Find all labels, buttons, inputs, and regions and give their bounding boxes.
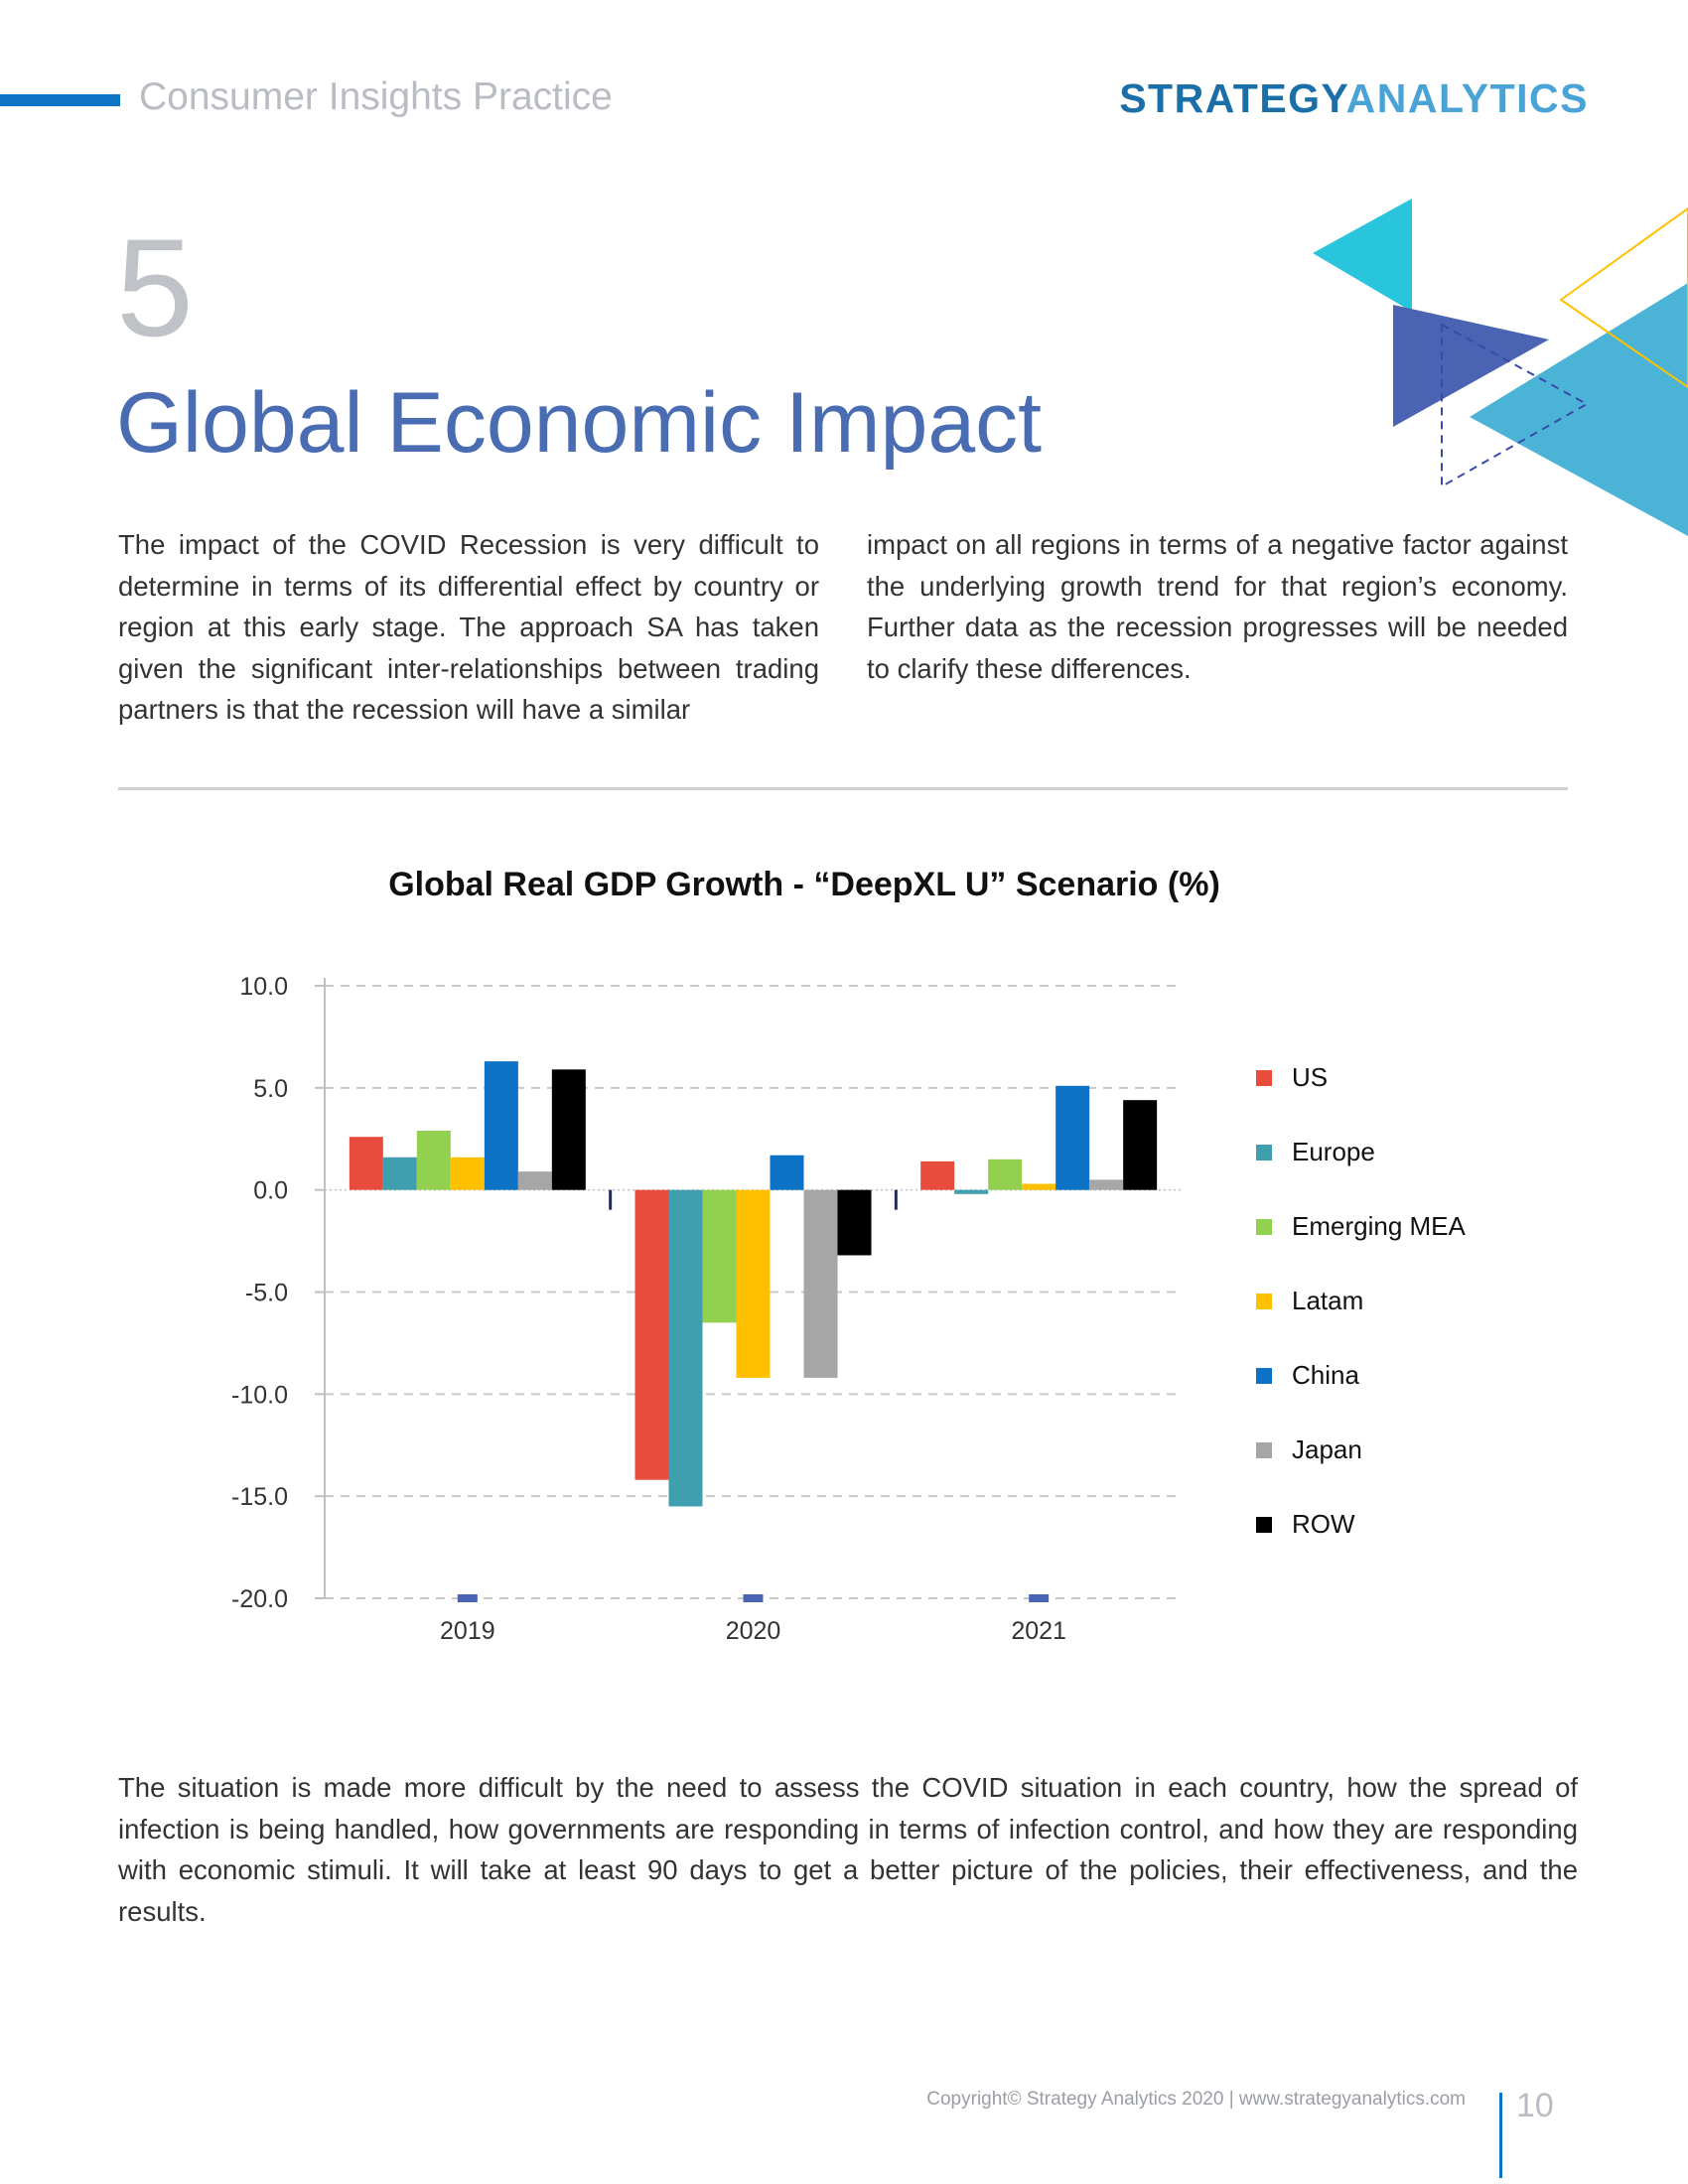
section-divider (118, 787, 1568, 790)
practice-label: Consumer Insights Practice (139, 75, 613, 118)
y-tick-label: -5.0 (245, 1280, 288, 1307)
bar-emerging-mea-2021 (988, 1159, 1023, 1190)
x-tick-label: 2019 (440, 1617, 495, 1645)
chart-title: Global Real GDP Growth - “DeepXL U” Scen… (388, 866, 1220, 903)
x-tick-label: 2020 (726, 1617, 781, 1645)
bar-emerging-mea-2020 (702, 1189, 737, 1323)
category-marker (743, 1594, 764, 1602)
gdp-bar-chart: 10.0 5.0 0.0 -5.0 -10.0 -15.0 -20.0 2019 2020 202… (231, 973, 1182, 1645)
company-logo: STRATEGYANALYTICS (1119, 75, 1589, 122)
legend-label: Europe (1292, 1137, 1375, 1166)
legend-label: Japan (1292, 1434, 1362, 1464)
legend-swatch (1256, 1293, 1272, 1309)
y-tick-label: -10.0 (231, 1381, 288, 1409)
bar-row-2019 (551, 1069, 586, 1190)
page-number: 10 (1516, 2087, 1554, 2124)
legend-label: Latam (1292, 1286, 1364, 1315)
closing-paragraph: The situation is made more difficult by … (118, 1772, 1578, 1927)
bar-japan-2019 (517, 1171, 552, 1190)
bar-japan-2020 (803, 1189, 838, 1378)
legend-label: China (1292, 1360, 1359, 1390)
y-tick-label: 10.0 (239, 973, 288, 1001)
logo-analytics: ANALYTICS (1345, 75, 1589, 121)
chart-legend: US Europe Emerging MEA Latam China Japan ROW (1256, 1040, 1466, 1562)
x-tick-label: 2021 (1011, 1617, 1066, 1645)
y-tick-label: -15.0 (231, 1483, 288, 1511)
bar-europe-2020 (668, 1189, 703, 1507)
y-tick-label: -20.0 (231, 1585, 288, 1613)
section-title: Global Economic Impact (116, 375, 1043, 471)
legend-item: Latam (1256, 1264, 1466, 1338)
category-marker (1029, 1594, 1050, 1602)
bar-us-2020 (634, 1189, 669, 1480)
bar-china-2021 (1055, 1085, 1090, 1190)
footer-accent-bar (1499, 2093, 1502, 2178)
header-accent-bar (0, 94, 120, 106)
y-tick-label: 5.0 (253, 1075, 288, 1103)
legend-item: Emerging MEA (1256, 1189, 1466, 1264)
bar-japan-2021 (1089, 1179, 1124, 1190)
decorative-triangles (1313, 199, 1688, 536)
legend-item: Europe (1256, 1115, 1466, 1189)
bar-europe-2019 (382, 1157, 417, 1190)
legend-label: US (1292, 1062, 1329, 1092)
bar-china-2020 (770, 1155, 804, 1190)
legend-swatch (1256, 1516, 1272, 1533)
bar-latam-2021 (1022, 1183, 1056, 1190)
intro-paragraph-right: impact on all regions in terms of a nega… (867, 529, 1568, 684)
copyright-text: Copyright© Strategy Analytics 2020 | www… (926, 2089, 1466, 2110)
legend-item: US (1256, 1040, 1466, 1115)
y-tick-label: 0.0 (253, 1177, 288, 1205)
section-number: 5 (116, 209, 194, 365)
bar-china-2019 (484, 1061, 518, 1190)
legend-item: ROW (1256, 1487, 1466, 1562)
bar-row-2021 (1123, 1100, 1158, 1190)
bar-latam-2020 (736, 1189, 771, 1378)
legend-item: Japan (1256, 1413, 1466, 1487)
bar-emerging-mea-2019 (416, 1131, 451, 1190)
logo-strategy: STRATEGY (1119, 75, 1346, 121)
legend-swatch (1256, 1144, 1272, 1160)
bar-latam-2019 (450, 1157, 485, 1190)
legend-swatch (1256, 1367, 1272, 1384)
legend-item: China (1256, 1338, 1466, 1413)
legend-swatch (1256, 1218, 1272, 1235)
legend-swatch (1256, 1441, 1272, 1458)
category-marker (457, 1594, 478, 1602)
legend-label: Emerging MEA (1292, 1211, 1466, 1241)
bar-us-2021 (920, 1160, 955, 1190)
legend-swatch (1256, 1069, 1272, 1086)
bar-row-2020 (837, 1189, 872, 1256)
legend-label: ROW (1292, 1509, 1355, 1539)
intro-paragraph-left: The impact of the COVID Recession is ver… (118, 529, 819, 725)
bar-us-2019 (349, 1137, 383, 1190)
bar-europe-2021 (954, 1189, 989, 1194)
